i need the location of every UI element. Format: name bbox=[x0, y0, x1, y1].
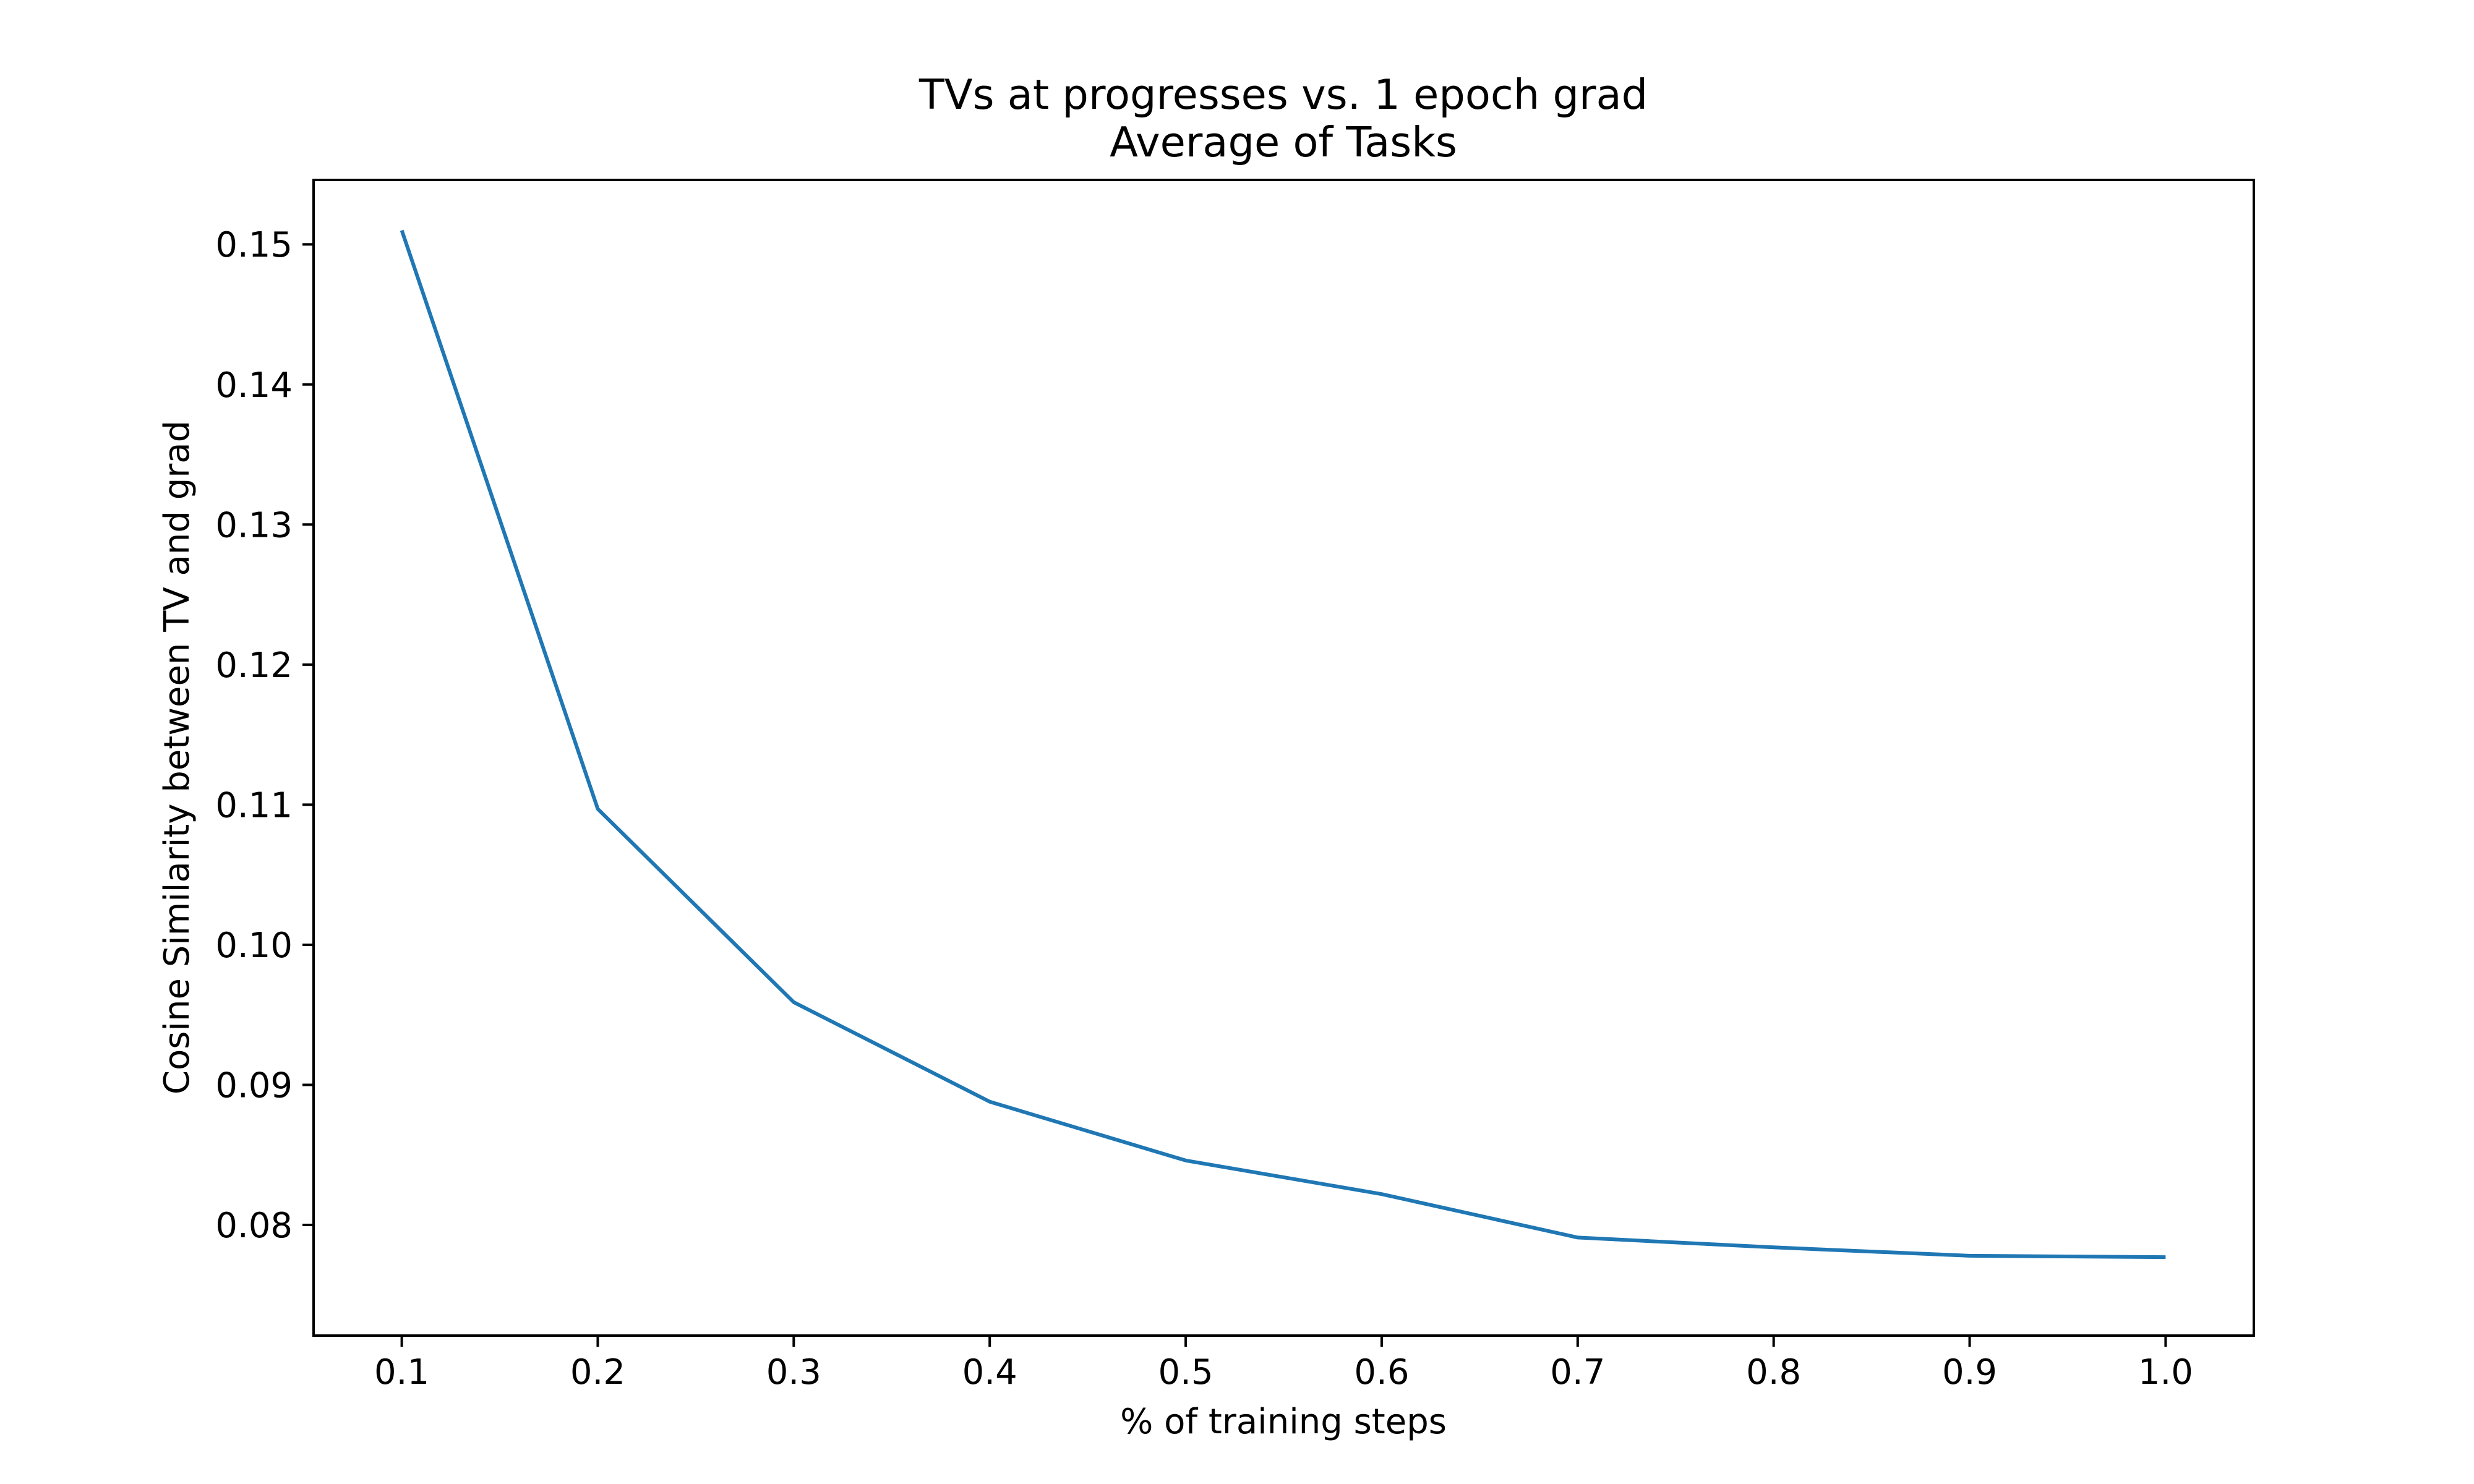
y-tick-label: 0.10 bbox=[215, 926, 293, 966]
y-axis-label: Cosine Similarity between TV and grad bbox=[157, 420, 197, 1094]
y-tick-label: 0.14 bbox=[215, 365, 293, 406]
x-tick-label: 0.2 bbox=[570, 1352, 625, 1392]
x-tick-label: 0.1 bbox=[374, 1352, 429, 1392]
y-tick-label: 0.15 bbox=[215, 225, 293, 265]
y-tick-label: 0.08 bbox=[215, 1206, 293, 1246]
x-tick-label: 0.6 bbox=[1354, 1352, 1409, 1392]
y-axis: 0.08 0.09 0.10 0.11 0.12 0.13 0.14 0.15 bbox=[215, 225, 314, 1246]
y-tick-label: 0.13 bbox=[215, 505, 293, 545]
x-tick-label: 0.4 bbox=[962, 1352, 1017, 1392]
x-tick-label: 0.9 bbox=[1942, 1352, 1997, 1392]
x-tick-label: 1.0 bbox=[2138, 1352, 2193, 1392]
x-axis: 0.1 0.2 0.3 0.4 0.5 0.6 0.7 0.8 0.9 1.0 bbox=[374, 1336, 2193, 1392]
x-tick-label: 0.5 bbox=[1158, 1352, 1213, 1392]
x-tick-label: 0.3 bbox=[766, 1352, 821, 1392]
plot-area bbox=[400, 229, 2166, 1260]
y-tick-label: 0.12 bbox=[215, 646, 293, 686]
x-axis-label: % of training steps bbox=[1120, 1402, 1447, 1442]
x-tick-label: 0.7 bbox=[1550, 1352, 1605, 1392]
y-tick-label: 0.09 bbox=[215, 1065, 293, 1106]
plot-frame bbox=[312, 179, 2255, 1337]
chart-title: TVs at progresses vs. 1 epoch grad bbox=[918, 70, 1648, 119]
x-tick-label: 0.8 bbox=[1746, 1352, 1801, 1392]
y-tick-label: 0.11 bbox=[215, 785, 293, 825]
chart-subtitle: Average of Tasks bbox=[1110, 118, 1457, 166]
series-line-0 bbox=[400, 229, 2166, 1260]
